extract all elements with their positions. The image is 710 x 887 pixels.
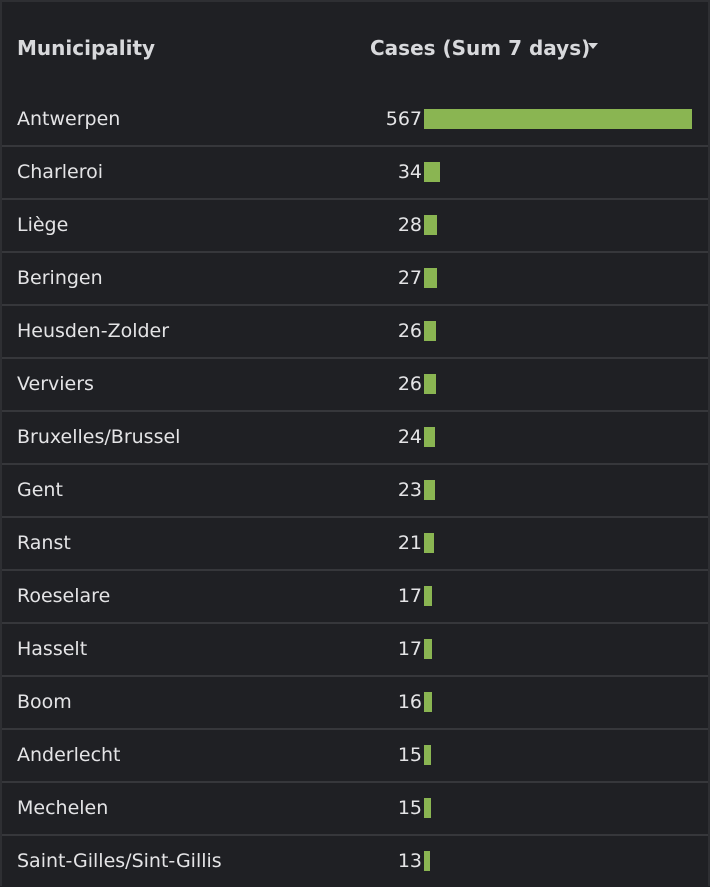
cases-bar bbox=[424, 586, 432, 606]
cases-bar bbox=[424, 215, 437, 235]
cases-bar bbox=[424, 745, 431, 765]
cases-value: 17 bbox=[397, 585, 422, 607]
table-row[interactable]: Gent 23 bbox=[2, 465, 708, 518]
table-body: Antwerpen 567 Charleroi 34 Liège 28 Beringen 27… bbox=[2, 94, 708, 887]
cases-value: 24 bbox=[397, 426, 422, 448]
table-row[interactable]: Mechelen 15 bbox=[2, 783, 708, 836]
cases-value: 21 bbox=[397, 532, 422, 554]
table-row[interactable]: Boom 16 bbox=[2, 677, 708, 730]
cases-value: 17 bbox=[397, 638, 422, 660]
cases-bar bbox=[424, 533, 434, 553]
cases-value: 28 bbox=[397, 214, 422, 236]
cases-bar bbox=[424, 798, 431, 818]
table-row[interactable]: Hasselt 17 bbox=[2, 624, 708, 677]
cases-value: 23 bbox=[397, 479, 422, 501]
municipality-name: Mechelen bbox=[17, 797, 109, 819]
cases-bar bbox=[424, 692, 432, 712]
table-row[interactable]: Roeselare 17 bbox=[2, 571, 708, 624]
table-row[interactable]: Verviers 26 bbox=[2, 359, 708, 412]
cases-value: 15 bbox=[397, 797, 422, 819]
table-row[interactable]: Bruxelles/Brussel 24 bbox=[2, 412, 708, 465]
cases-bar bbox=[424, 268, 437, 288]
municipality-name: Boom bbox=[17, 691, 72, 713]
sort-descending-icon[interactable] bbox=[588, 43, 598, 49]
cases-value: 567 bbox=[385, 108, 422, 130]
municipality-column-header[interactable]: Municipality bbox=[17, 36, 156, 60]
cases-bar bbox=[424, 480, 435, 500]
cases-bar bbox=[424, 427, 435, 447]
cases-value: 26 bbox=[397, 320, 422, 342]
cases-value: 26 bbox=[397, 373, 422, 395]
municipality-name: Hasselt bbox=[17, 638, 88, 660]
cases-bar bbox=[424, 109, 692, 129]
municipality-name: Gent bbox=[17, 479, 63, 501]
municipality-name: Heusden-Zolder bbox=[17, 320, 170, 342]
municipality-name: Liège bbox=[17, 214, 69, 236]
cases-value: 16 bbox=[397, 691, 422, 713]
cases-bar bbox=[424, 639, 432, 659]
table-row[interactable]: Anderlecht 15 bbox=[2, 730, 708, 783]
cases-column-header[interactable]: Cases (Sum 7 days) bbox=[370, 36, 591, 60]
cases-value: 15 bbox=[397, 744, 422, 766]
municipality-name: Ranst bbox=[17, 532, 71, 554]
table-row[interactable]: Charleroi 34 bbox=[2, 147, 708, 200]
cases-value: 13 bbox=[397, 850, 422, 872]
municipality-name: Bruxelles/Brussel bbox=[17, 426, 181, 448]
table-row[interactable]: Beringen 27 bbox=[2, 253, 708, 306]
table-row[interactable]: Liège 28 bbox=[2, 200, 708, 253]
cases-bar bbox=[424, 321, 436, 341]
cases-value: 27 bbox=[397, 267, 422, 289]
municipality-name: Verviers bbox=[17, 373, 94, 395]
table-header: Municipality Cases (Sum 7 days) bbox=[2, 2, 708, 92]
table-row[interactable]: Ranst 21 bbox=[2, 518, 708, 571]
table-row[interactable]: Antwerpen 567 bbox=[2, 94, 708, 147]
municipality-name: Saint-Gilles/Sint-Gillis bbox=[17, 850, 222, 872]
table-row[interactable]: Heusden-Zolder 26 bbox=[2, 306, 708, 359]
municipality-name: Beringen bbox=[17, 267, 103, 289]
cases-bar bbox=[424, 374, 436, 394]
municipality-name: Roeselare bbox=[17, 585, 111, 607]
cases-value: 34 bbox=[397, 161, 422, 183]
municipality-name: Charleroi bbox=[17, 161, 104, 183]
municipality-name: Antwerpen bbox=[17, 108, 121, 130]
cases-bar bbox=[424, 162, 440, 182]
table-row[interactable]: Saint-Gilles/Sint-Gillis 13 bbox=[2, 836, 708, 887]
municipality-name: Anderlecht bbox=[17, 744, 121, 766]
cases-bar bbox=[424, 851, 430, 871]
